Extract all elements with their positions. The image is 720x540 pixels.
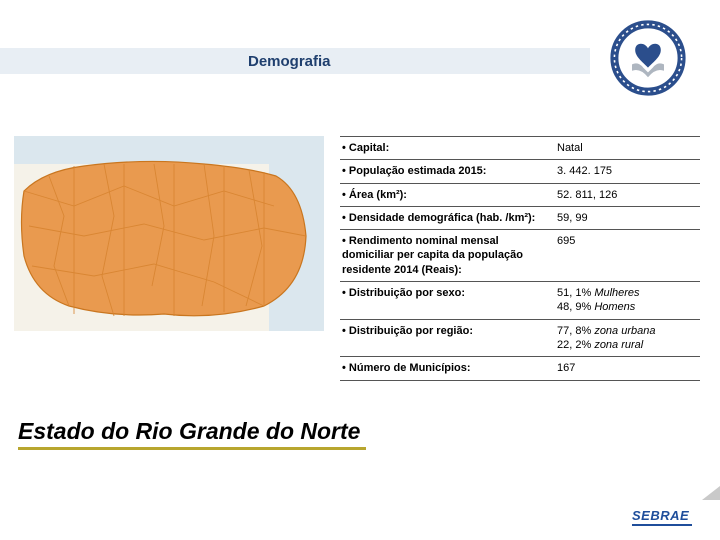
row-value: 167 xyxy=(557,361,698,375)
row-value: 695 xyxy=(557,234,698,248)
row-label: • Distribuição por região: xyxy=(342,324,557,338)
row-value: 51, 1% Mulheres 48, 9% Homens xyxy=(557,286,698,315)
event-badge xyxy=(608,18,688,98)
demographics-table: • Capital: Natal • População estimada 20… xyxy=(340,136,700,381)
table-row: • Área (km²): 52. 811, 126 xyxy=(340,183,700,206)
row-label: • Área (km²): xyxy=(342,188,557,202)
table-row: • Capital: Natal xyxy=(340,136,700,159)
row-label: • Rendimento nominal mensal domiciliar p… xyxy=(342,234,557,277)
table-row: • Distribuição por sexo: 51, 1% Mulheres… xyxy=(340,281,700,319)
title-text: Demografia xyxy=(248,53,331,70)
row-value: 77, 8% zona urbana 22, 2% zona rural xyxy=(557,324,698,353)
table-row: • Densidade demográfica (hab. /km²): 59,… xyxy=(340,206,700,229)
row-value: 3. 442. 175 xyxy=(557,164,698,178)
brand-logo: SEBRAE xyxy=(632,508,692,526)
state-map xyxy=(14,136,324,331)
table-row: • Distribuição por região: 77, 8% zona u… xyxy=(340,319,700,357)
row-value: Natal xyxy=(557,141,698,155)
row-label: • Densidade demográfica (hab. /km²): xyxy=(342,211,557,225)
table-row: • Número de Municípios: 167 xyxy=(340,356,700,380)
table-row: • Rendimento nominal mensal domiciliar p… xyxy=(340,229,700,281)
row-value: 59, 99 xyxy=(557,211,698,225)
row-label: • Número de Municípios: xyxy=(342,361,557,375)
brand-underline xyxy=(632,524,692,526)
row-label: • Distribuição por sexo: xyxy=(342,286,557,300)
page-curl-icon xyxy=(702,486,720,500)
row-label: • Capital: xyxy=(342,141,557,155)
table-row: • População estimada 2015: 3. 442. 175 xyxy=(340,159,700,182)
section-title: Demografia xyxy=(0,48,590,74)
row-value: 52. 811, 126 xyxy=(557,188,698,202)
row-label: • População estimada 2015: xyxy=(342,164,557,178)
page-title: Estado do Rio Grande do Norte xyxy=(18,418,366,450)
